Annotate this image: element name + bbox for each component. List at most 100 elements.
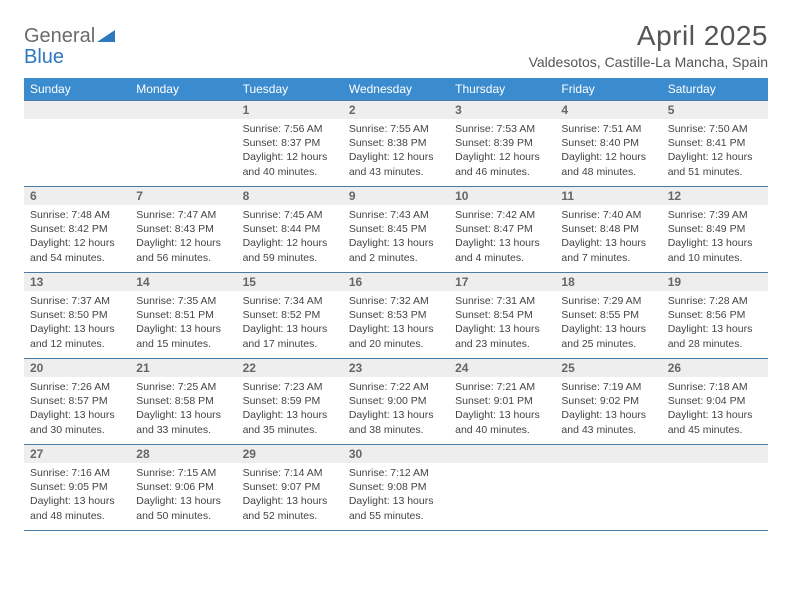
sunrise-text: Sunrise: 7:21 AM [455,380,549,394]
day-number-bar: 26 [662,358,768,377]
sunset-text: Sunset: 8:55 PM [561,308,655,322]
daylight-text: Daylight: 12 hours and 48 minutes. [561,150,655,178]
daylight-text: Daylight: 13 hours and 12 minutes. [30,322,124,350]
day-number-bar: 10 [449,186,555,205]
daylight-text: Daylight: 13 hours and 17 minutes. [243,322,337,350]
day-info [24,119,130,126]
calendar-day-cell: 30Sunrise: 7:12 AMSunset: 9:08 PMDayligh… [343,444,449,530]
day-number-bar: 27 [24,444,130,463]
calendar-day-cell: 4Sunrise: 7:51 AMSunset: 8:40 PMDaylight… [555,100,661,186]
day-number-bar [130,100,236,119]
day-number-bar: 16 [343,272,449,291]
sunset-text: Sunset: 9:06 PM [136,480,230,494]
sunrise-text: Sunrise: 7:47 AM [136,208,230,222]
day-info: Sunrise: 7:47 AMSunset: 8:43 PMDaylight:… [130,205,236,269]
day-info: Sunrise: 7:19 AMSunset: 9:02 PMDaylight:… [555,377,661,441]
sunset-text: Sunset: 8:59 PM [243,394,337,408]
day-info: Sunrise: 7:48 AMSunset: 8:42 PMDaylight:… [24,205,130,269]
sunrise-text: Sunrise: 7:28 AM [668,294,762,308]
sunrise-text: Sunrise: 7:55 AM [349,122,443,136]
daylight-text: Daylight: 13 hours and 2 minutes. [349,236,443,264]
sunrise-text: Sunrise: 7:43 AM [349,208,443,222]
day-number-bar: 22 [237,358,343,377]
weekday-header: Saturday [662,78,768,100]
day-info: Sunrise: 7:18 AMSunset: 9:04 PMDaylight:… [662,377,768,441]
sunset-text: Sunset: 9:01 PM [455,394,549,408]
day-info [662,463,768,470]
sunset-text: Sunset: 9:07 PM [243,480,337,494]
day-info: Sunrise: 7:43 AMSunset: 8:45 PMDaylight:… [343,205,449,269]
sunset-text: Sunset: 8:54 PM [455,308,549,322]
weekday-header-row: Sunday Monday Tuesday Wednesday Thursday… [24,78,768,100]
sunrise-text: Sunrise: 7:53 AM [455,122,549,136]
calendar-day-cell: 26Sunrise: 7:18 AMSunset: 9:04 PMDayligh… [662,358,768,444]
sunset-text: Sunset: 8:48 PM [561,222,655,236]
daylight-text: Daylight: 12 hours and 46 minutes. [455,150,549,178]
sunset-text: Sunset: 8:43 PM [136,222,230,236]
day-info: Sunrise: 7:15 AMSunset: 9:06 PMDaylight:… [130,463,236,527]
day-info: Sunrise: 7:37 AMSunset: 8:50 PMDaylight:… [24,291,130,355]
day-info: Sunrise: 7:40 AMSunset: 8:48 PMDaylight:… [555,205,661,269]
calendar-day-cell: 25Sunrise: 7:19 AMSunset: 9:02 PMDayligh… [555,358,661,444]
calendar-day-cell: 10Sunrise: 7:42 AMSunset: 8:47 PMDayligh… [449,186,555,272]
day-info [449,463,555,470]
day-number-bar: 8 [237,186,343,205]
calendar-day-cell: 8Sunrise: 7:45 AMSunset: 8:44 PMDaylight… [237,186,343,272]
daylight-text: Daylight: 13 hours and 30 minutes. [30,408,124,436]
day-number-bar: 20 [24,358,130,377]
month-title: April 2025 [529,20,768,52]
sunset-text: Sunset: 9:02 PM [561,394,655,408]
day-number-bar: 28 [130,444,236,463]
calendar-day-cell: 24Sunrise: 7:21 AMSunset: 9:01 PMDayligh… [449,358,555,444]
logo-triangle-icon [97,28,115,42]
daylight-text: Daylight: 13 hours and 43 minutes. [561,408,655,436]
sunrise-text: Sunrise: 7:50 AM [668,122,762,136]
sunset-text: Sunset: 8:58 PM [136,394,230,408]
weekday-header: Wednesday [343,78,449,100]
day-number-bar: 5 [662,100,768,119]
calendar-week-row: 13Sunrise: 7:37 AMSunset: 8:50 PMDayligh… [24,272,768,358]
calendar-day-cell: 11Sunrise: 7:40 AMSunset: 8:48 PMDayligh… [555,186,661,272]
calendar-week-row: 27Sunrise: 7:16 AMSunset: 9:05 PMDayligh… [24,444,768,530]
day-number-bar: 9 [343,186,449,205]
daylight-text: Daylight: 12 hours and 54 minutes. [30,236,124,264]
day-info: Sunrise: 7:12 AMSunset: 9:08 PMDaylight:… [343,463,449,527]
sunrise-text: Sunrise: 7:39 AM [668,208,762,222]
calendar-day-cell [24,100,130,186]
sunrise-text: Sunrise: 7:26 AM [30,380,124,394]
day-info: Sunrise: 7:26 AMSunset: 8:57 PMDaylight:… [24,377,130,441]
bottom-rule [24,530,768,531]
day-info: Sunrise: 7:22 AMSunset: 9:00 PMDaylight:… [343,377,449,441]
sunrise-text: Sunrise: 7:45 AM [243,208,337,222]
daylight-text: Daylight: 13 hours and 35 minutes. [243,408,337,436]
day-number-bar [662,444,768,463]
weekday-header: Monday [130,78,236,100]
day-info: Sunrise: 7:16 AMSunset: 9:05 PMDaylight:… [24,463,130,527]
daylight-text: Daylight: 12 hours and 43 minutes. [349,150,443,178]
calendar-week-row: 6Sunrise: 7:48 AMSunset: 8:42 PMDaylight… [24,186,768,272]
day-info: Sunrise: 7:31 AMSunset: 8:54 PMDaylight:… [449,291,555,355]
day-number-bar [449,444,555,463]
sunrise-text: Sunrise: 7:40 AM [561,208,655,222]
daylight-text: Daylight: 13 hours and 10 minutes. [668,236,762,264]
calendar-page: General Blue April 2025 Valdesotos, Cast… [0,0,792,543]
calendar-day-cell: 7Sunrise: 7:47 AMSunset: 8:43 PMDaylight… [130,186,236,272]
calendar-day-cell: 15Sunrise: 7:34 AMSunset: 8:52 PMDayligh… [237,272,343,358]
day-info: Sunrise: 7:21 AMSunset: 9:01 PMDaylight:… [449,377,555,441]
weekday-header: Friday [555,78,661,100]
calendar-day-cell: 23Sunrise: 7:22 AMSunset: 9:00 PMDayligh… [343,358,449,444]
sunset-text: Sunset: 8:53 PM [349,308,443,322]
sunrise-text: Sunrise: 7:42 AM [455,208,549,222]
daylight-text: Daylight: 13 hours and 52 minutes. [243,494,337,522]
sunset-text: Sunset: 8:42 PM [30,222,124,236]
sunrise-text: Sunrise: 7:32 AM [349,294,443,308]
day-info: Sunrise: 7:34 AMSunset: 8:52 PMDaylight:… [237,291,343,355]
weekday-header: Sunday [24,78,130,100]
calendar-week-row: 20Sunrise: 7:26 AMSunset: 8:57 PMDayligh… [24,358,768,444]
day-number-bar: 14 [130,272,236,291]
daylight-text: Daylight: 12 hours and 51 minutes. [668,150,762,178]
calendar-day-cell: 22Sunrise: 7:23 AMSunset: 8:59 PMDayligh… [237,358,343,444]
sunset-text: Sunset: 8:49 PM [668,222,762,236]
day-number-bar: 4 [555,100,661,119]
calendar-week-row: 1Sunrise: 7:56 AMSunset: 8:37 PMDaylight… [24,100,768,186]
